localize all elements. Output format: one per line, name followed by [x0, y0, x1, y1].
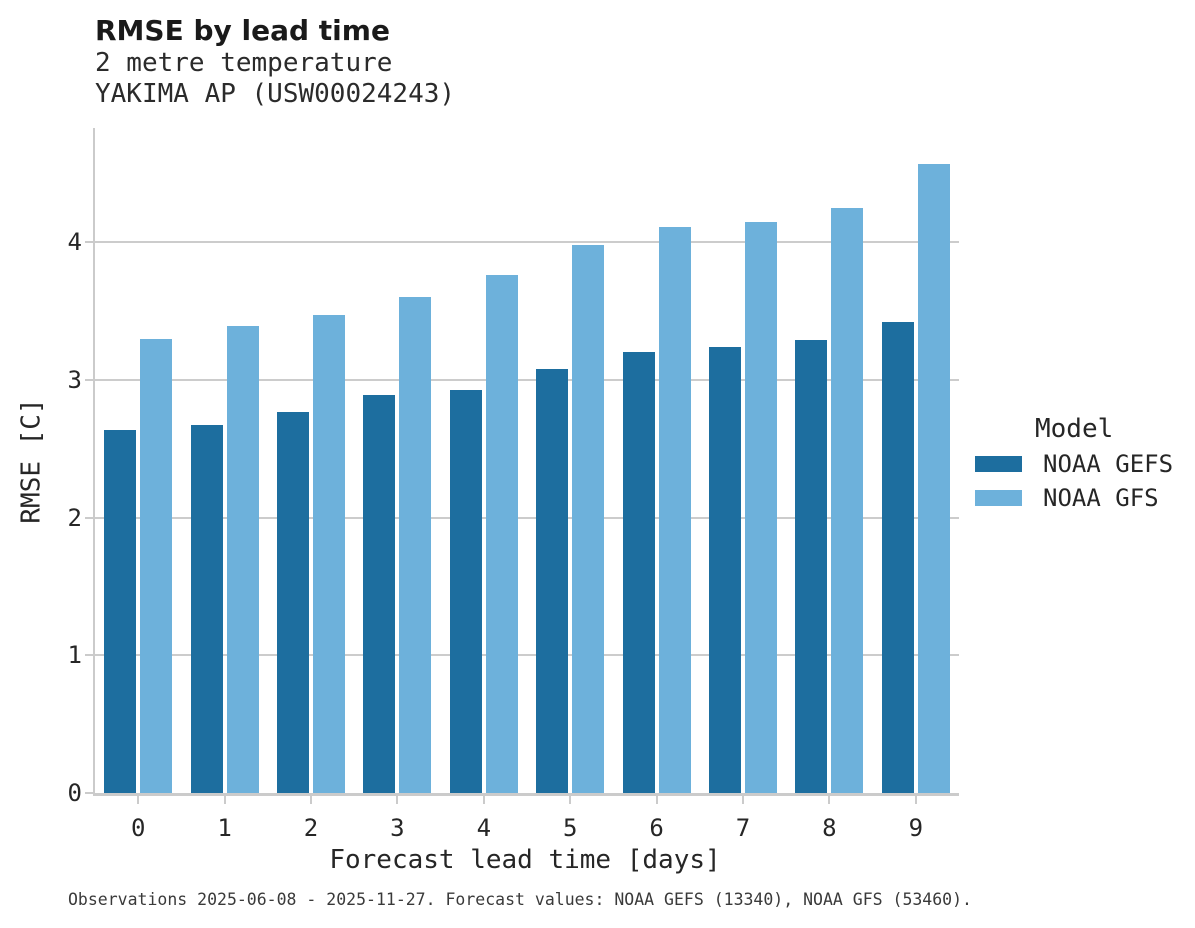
x-tick-mark-5 [569, 796, 572, 804]
x-tick-label-5: 5 [562, 814, 578, 842]
y-gridline-4 [95, 241, 959, 244]
legend-swatch-gefs [975, 456, 1022, 472]
bar-noaa-gfs-7 [745, 221, 777, 793]
footer-caption: Observations 2025-06-08 - 2025-11-27. Fo… [68, 890, 972, 909]
bar-noaa-gefs-2 [277, 411, 309, 793]
bar-noaa-gefs-1 [190, 425, 223, 793]
bar-noaa-gefs-8 [795, 340, 828, 793]
y-gridline-1 [95, 654, 959, 657]
chart-title: RMSE by lead time [95, 14, 390, 47]
x-tick-mark-9 [914, 796, 917, 804]
y-tick-label-3: 3 [67, 365, 82, 394]
x-tick-label-3: 3 [390, 814, 405, 842]
bar-noaa-gfs-1 [226, 326, 259, 793]
x-tick-mark-8 [828, 796, 831, 804]
legend-entry-gefs: NOAA GEFS [975, 449, 1190, 479]
x-tick-mark-6 [655, 796, 658, 804]
y-axis-label: RMSE [C] [17, 397, 48, 524]
bar-noaa-gefs-7 [709, 346, 741, 793]
y-axis-label-wrap: RMSE [C] [6, 128, 58, 793]
x-axis-label: Forecast lead time [days] [329, 845, 721, 875]
y-tick-mark-1 [85, 654, 93, 657]
bar-noaa-gfs-2 [313, 315, 345, 793]
bar-noaa-gefs-0 [104, 429, 137, 793]
x-tick-label-6: 6 [649, 814, 664, 842]
bar-noaa-gfs-6 [658, 227, 691, 793]
chart-subtitle-variable: 2 metre temperature [95, 48, 393, 78]
y-tick-mark-0 [85, 792, 93, 794]
bar-noaa-gefs-9 [881, 322, 914, 793]
chart-subtitle-station: YAKIMA AP (USW00024243) [95, 79, 456, 109]
bar-noaa-gefs-5 [536, 368, 569, 793]
y-tick-label-2: 2 [67, 503, 82, 532]
bar-noaa-gefs-6 [622, 352, 655, 793]
bar-noaa-gfs-5 [572, 245, 605, 793]
bar-noaa-gfs-4 [485, 275, 518, 793]
x-tick-mark-1 [223, 796, 226, 804]
x-tick-label-7: 7 [735, 814, 751, 842]
x-tick-mark-0 [137, 796, 140, 804]
x-tick-label-1: 1 [217, 814, 232, 842]
y-tick-label-0: 0 [67, 779, 82, 807]
bar-noaa-gfs-3 [399, 297, 432, 793]
x-tick-mark-4 [482, 796, 485, 804]
bar-noaa-gfs-8 [831, 207, 864, 793]
bar-noaa-gefs-3 [363, 395, 396, 793]
legend-entry-gfs: NOAA GFS [975, 483, 1190, 513]
legend-swatch-gfs [975, 490, 1022, 506]
bar-noaa-gefs-4 [449, 389, 482, 793]
legend-label-gfs: NOAA GFS [1043, 484, 1159, 512]
legend: Model NOAA GEFS NOAA GFS [975, 413, 1190, 513]
y-tick-label-1: 1 [67, 641, 82, 670]
plot-area: 0 1 2 3 4 0 1 2 3 4 5 6 7 8 9 [68, 128, 959, 841]
legend-title: Model [1035, 414, 1114, 444]
y-gridline-2 [95, 516, 959, 519]
x-tick-label-4: 4 [476, 814, 492, 842]
y-gridline-3 [95, 378, 959, 381]
x-tick-label-0: 0 [130, 814, 146, 842]
y-tick-mark-4 [85, 241, 93, 244]
y-tick-label-4: 4 [67, 228, 82, 257]
x-tick-label-2: 2 [303, 814, 319, 842]
y-tick-mark-2 [85, 516, 93, 519]
x-tick-label-8: 8 [822, 814, 837, 842]
x-tick-label-9: 9 [908, 814, 924, 842]
title-block: RMSE by lead time 2 metre temperature YA… [95, 14, 455, 110]
x-tick-mark-2 [310, 796, 312, 804]
bar-noaa-gfs-0 [140, 338, 173, 793]
bar-noaa-gfs-9 [917, 163, 950, 793]
x-tick-mark-7 [742, 796, 744, 804]
legend-label-gefs: NOAA GEFS [1043, 450, 1174, 478]
x-tick-mark-3 [396, 796, 399, 804]
y-tick-mark-3 [85, 378, 93, 381]
